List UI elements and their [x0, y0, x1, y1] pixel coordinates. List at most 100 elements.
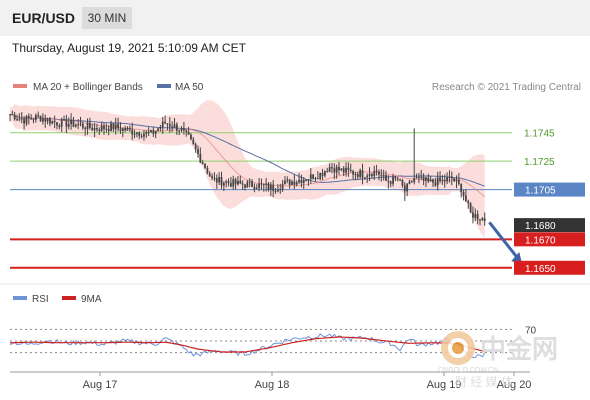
candle-body	[121, 128, 124, 131]
candle-body	[455, 179, 458, 182]
level-tag-1.1680	[514, 218, 585, 233]
bollinger-band	[10, 100, 485, 238]
candle-body	[194, 144, 197, 150]
candle-body	[378, 171, 380, 175]
level-label-1.1745: 1.1745	[524, 129, 555, 140]
candle-body	[262, 184, 265, 186]
candle-body	[227, 181, 230, 184]
candle-body	[72, 119, 75, 127]
candle-body	[476, 214, 479, 220]
candle-body	[248, 181, 251, 183]
research-credit: Research © 2021 Trading Central	[432, 82, 581, 93]
candle-body	[265, 183, 268, 185]
timeframe-button[interactable]: 30 MIN	[82, 7, 132, 29]
price-levels	[10, 132, 512, 269]
candle-body	[232, 179, 235, 187]
candle-body	[324, 171, 326, 176]
candle-body	[474, 214, 477, 218]
candle-body	[140, 135, 143, 137]
candle-body	[131, 129, 134, 135]
candle-body	[450, 176, 453, 179]
candle-body	[387, 180, 390, 182]
candle-body	[427, 177, 430, 182]
candle-body	[352, 170, 354, 175]
cngold-watermark: 中金网 CNGOLD.COM.CN 财 经 媒 体	[438, 331, 558, 389]
candle-body	[335, 166, 338, 173]
candle-body	[340, 168, 343, 171]
candle-body	[63, 119, 65, 121]
candle-body	[305, 179, 307, 181]
candle-body	[178, 130, 181, 132]
candle-body	[239, 180, 242, 184]
candle-body	[147, 131, 150, 133]
candle-body	[197, 149, 199, 155]
candle-body	[359, 170, 362, 177]
candle-body	[333, 168, 336, 173]
candle-body	[222, 182, 225, 186]
candle-body	[159, 127, 162, 129]
candle-body	[347, 167, 350, 170]
candle-body	[432, 179, 434, 183]
rsi-9ma-line	[10, 336, 485, 353]
candle-body	[230, 183, 232, 187]
candle-body	[25, 116, 28, 124]
legend-ma50-label: MA 50	[175, 82, 204, 93]
candle-body	[37, 115, 40, 117]
candle-body	[201, 162, 204, 165]
candle-body	[267, 183, 270, 190]
candle-body	[145, 131, 148, 134]
candle-body	[288, 179, 291, 185]
candle-body	[237, 180, 239, 185]
candle-body	[441, 179, 444, 181]
candle-body	[284, 180, 286, 185]
candle-body	[187, 131, 190, 135]
candle-body	[436, 177, 439, 186]
legend-ma50-swatch	[157, 84, 171, 88]
candle-body	[183, 128, 185, 131]
candle-body	[373, 170, 376, 177]
candle-body	[180, 128, 183, 131]
candle-body	[460, 183, 463, 192]
candle-body	[234, 179, 237, 185]
level-label-1.1705: 1.1705	[525, 186, 556, 197]
candle-body	[260, 183, 263, 185]
candle-body	[307, 179, 310, 181]
candle-body	[81, 123, 84, 128]
candle-body	[293, 181, 296, 185]
candlesticks	[9, 110, 486, 226]
candle-body	[302, 179, 305, 183]
candle-body	[91, 127, 94, 131]
candle-body	[272, 184, 275, 191]
candle-body	[392, 176, 394, 184]
candle-body	[244, 184, 246, 188]
candle-body	[406, 183, 409, 192]
candle-body	[65, 119, 68, 127]
candle-body	[13, 114, 16, 120]
legend-9ma-label: 9MA	[81, 294, 102, 305]
candle-body	[328, 167, 331, 172]
candle-body	[124, 128, 127, 131]
candle-body	[157, 128, 159, 131]
candle-body	[371, 174, 373, 177]
candle-body	[356, 174, 359, 177]
candle-body	[56, 122, 58, 126]
legend-9ma-swatch	[62, 296, 76, 300]
x-tick-label: Aug 17	[83, 379, 118, 391]
candle-body	[420, 176, 423, 178]
candle-body	[321, 172, 324, 176]
candle-body	[443, 179, 446, 182]
x-tick-label: Aug 20	[497, 379, 532, 391]
candle-body	[105, 128, 108, 130]
chart-datetime: Thursday, August 19, 2021 5:10:09 AM CET	[12, 41, 246, 55]
candle-body	[84, 127, 87, 130]
candle-body	[255, 188, 258, 190]
candle-body	[300, 179, 303, 183]
rsi-panel: 70	[9, 325, 537, 359]
legend-rsi-swatch	[13, 296, 27, 300]
candle-body	[439, 177, 441, 181]
candle-body	[9, 114, 11, 116]
candle-body	[133, 133, 136, 135]
candle-body	[89, 122, 91, 128]
candle-body	[462, 191, 465, 196]
